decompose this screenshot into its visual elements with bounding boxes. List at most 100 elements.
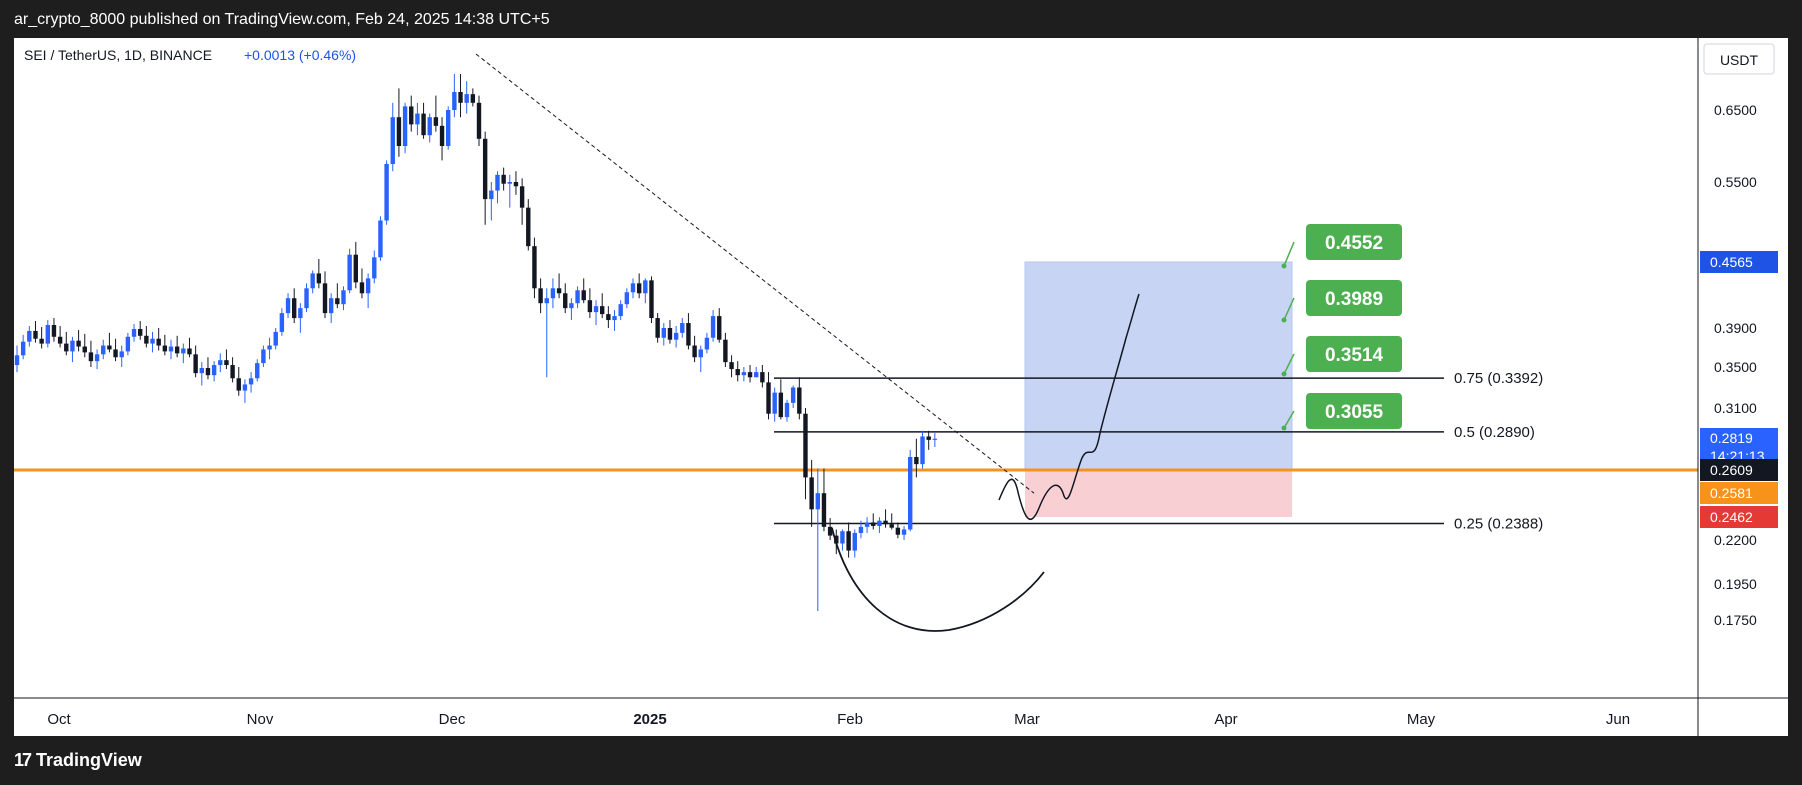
- candle-body: [790, 387, 796, 403]
- candle-body: [717, 316, 722, 340]
- candle-body: [138, 328, 143, 336]
- downtrend-line: [475, 53, 1035, 494]
- candle-body: [840, 531, 845, 544]
- candle-body: [101, 345, 106, 355]
- candle-body: [932, 438, 938, 440]
- symbol-info: SEI / TetherUS, 1D, BINANCE: [24, 47, 212, 63]
- price-tick-label: 0.3500: [1714, 359, 1757, 375]
- candle-body: [538, 288, 543, 304]
- candle-body: [710, 316, 716, 338]
- tradingview-logo[interactable]: 17 TradingView: [14, 750, 142, 771]
- target-value: 0.3989: [1325, 289, 1383, 310]
- target-connector: [1283, 297, 1295, 321]
- candle-body: [593, 306, 599, 313]
- profit-target-zone: [1024, 261, 1293, 471]
- candle-body: [778, 392, 784, 418]
- candle-body: [556, 288, 562, 294]
- fib-level-label: 0.25 (0.2388): [1454, 515, 1543, 532]
- last-price-value: 0.2819: [1710, 430, 1753, 446]
- candle-body: [513, 182, 519, 187]
- candle-body: [70, 340, 75, 352]
- candle-body: [156, 338, 161, 346]
- candle-body: [532, 246, 537, 289]
- price-tag: [1700, 482, 1778, 504]
- target-badge: [1306, 393, 1402, 429]
- candle-body: [864, 522, 870, 527]
- candle-body: [236, 378, 241, 391]
- candle-body: [94, 354, 100, 362]
- target-anchor: [1281, 317, 1287, 323]
- candle-body: [51, 325, 57, 337]
- price-tick-label: 0.3900: [1714, 320, 1757, 336]
- candle-body: [113, 349, 118, 358]
- target-anchor: [1281, 425, 1287, 431]
- candle-body: [741, 372, 747, 376]
- candle-body: [489, 190, 494, 200]
- candle-body: [458, 92, 463, 103]
- candle-body: [630, 283, 636, 293]
- target-badge: [1306, 280, 1402, 316]
- candle-body: [427, 117, 432, 136]
- candle-body: [618, 304, 623, 317]
- candle-body: [686, 323, 691, 346]
- candle-body: [834, 535, 839, 544]
- candle-body: [341, 290, 346, 305]
- candle-body: [797, 387, 802, 414]
- candle-body: [649, 280, 654, 319]
- target-value: 0.3055: [1325, 402, 1384, 423]
- target-anchor: [1281, 371, 1287, 377]
- currency-label: USDT: [1720, 52, 1759, 68]
- candle-body: [119, 351, 124, 358]
- candle-body: [125, 336, 131, 352]
- price-change: +0.0013 (+0.46%): [244, 47, 356, 63]
- candle-body: [815, 493, 820, 510]
- candle-body: [218, 360, 223, 366]
- candle-body: [168, 346, 174, 352]
- candle-body: [470, 94, 476, 103]
- candle-body: [415, 113, 420, 125]
- candle-body: [211, 365, 217, 376]
- footer-bar: 17 TradingView: [0, 736, 1802, 785]
- candle-body: [322, 283, 328, 314]
- price-tag-value: 0.4565: [1710, 254, 1753, 270]
- candle-body: [199, 368, 204, 374]
- candle-body: [698, 349, 703, 358]
- time-tick-label: Oct: [47, 711, 71, 728]
- candle-body: [131, 328, 137, 337]
- target-anchor: [1281, 263, 1287, 269]
- time-tick-label: Mar: [1014, 711, 1040, 728]
- candle-body: [384, 164, 389, 221]
- candle-body: [402, 106, 408, 146]
- candle-body: [292, 298, 297, 319]
- time-tick-label: Nov: [247, 711, 274, 728]
- target-connector: [1283, 410, 1295, 429]
- candle-body: [877, 520, 882, 526]
- candle-body: [871, 522, 876, 526]
- candle-body: [57, 336, 63, 344]
- candle-body: [575, 290, 580, 304]
- candle-body: [261, 349, 266, 364]
- candle-body: [723, 339, 728, 363]
- candle-body: [88, 352, 94, 362]
- candle-body: [600, 306, 605, 315]
- time-tick-label: May: [1407, 711, 1436, 728]
- target-badge: [1306, 224, 1402, 260]
- candle-body: [242, 384, 248, 391]
- candle-body: [187, 348, 192, 355]
- candle-body: [901, 529, 907, 535]
- candle-body: [248, 378, 254, 385]
- candle-body: [636, 283, 642, 294]
- candle-body: [550, 288, 556, 299]
- candle-body: [624, 292, 630, 305]
- candle-body: [908, 457, 913, 530]
- time-tick-label: Feb: [837, 711, 863, 728]
- price-chart[interactable]: 0.75 (0.3392) 0.5 (0.2890) 0.25 (0.2388) 0.…: [14, 38, 1788, 736]
- projected-path: [998, 293, 1140, 521]
- time-tick-label: Apr: [1214, 711, 1237, 728]
- candle-body: [285, 298, 291, 314]
- price-tick-label: 0.5500: [1714, 174, 1757, 190]
- candle-body: [359, 282, 365, 294]
- currency-box: [1703, 43, 1775, 75]
- candle-body: [14, 355, 20, 366]
- price-tag-value: 0.2581: [1710, 485, 1753, 501]
